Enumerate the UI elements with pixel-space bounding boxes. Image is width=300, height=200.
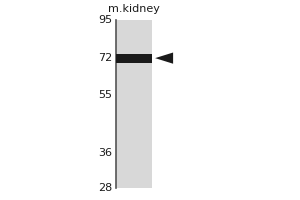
Text: 36: 36 xyxy=(98,148,112,158)
Bar xyxy=(116,20,152,188)
Text: 95: 95 xyxy=(98,15,112,25)
Bar xyxy=(116,54,152,63)
Text: 55: 55 xyxy=(98,90,112,100)
Text: 72: 72 xyxy=(98,53,112,63)
Text: 28: 28 xyxy=(98,183,112,193)
Polygon shape xyxy=(155,53,173,64)
Text: m.kidney: m.kidney xyxy=(108,4,159,14)
